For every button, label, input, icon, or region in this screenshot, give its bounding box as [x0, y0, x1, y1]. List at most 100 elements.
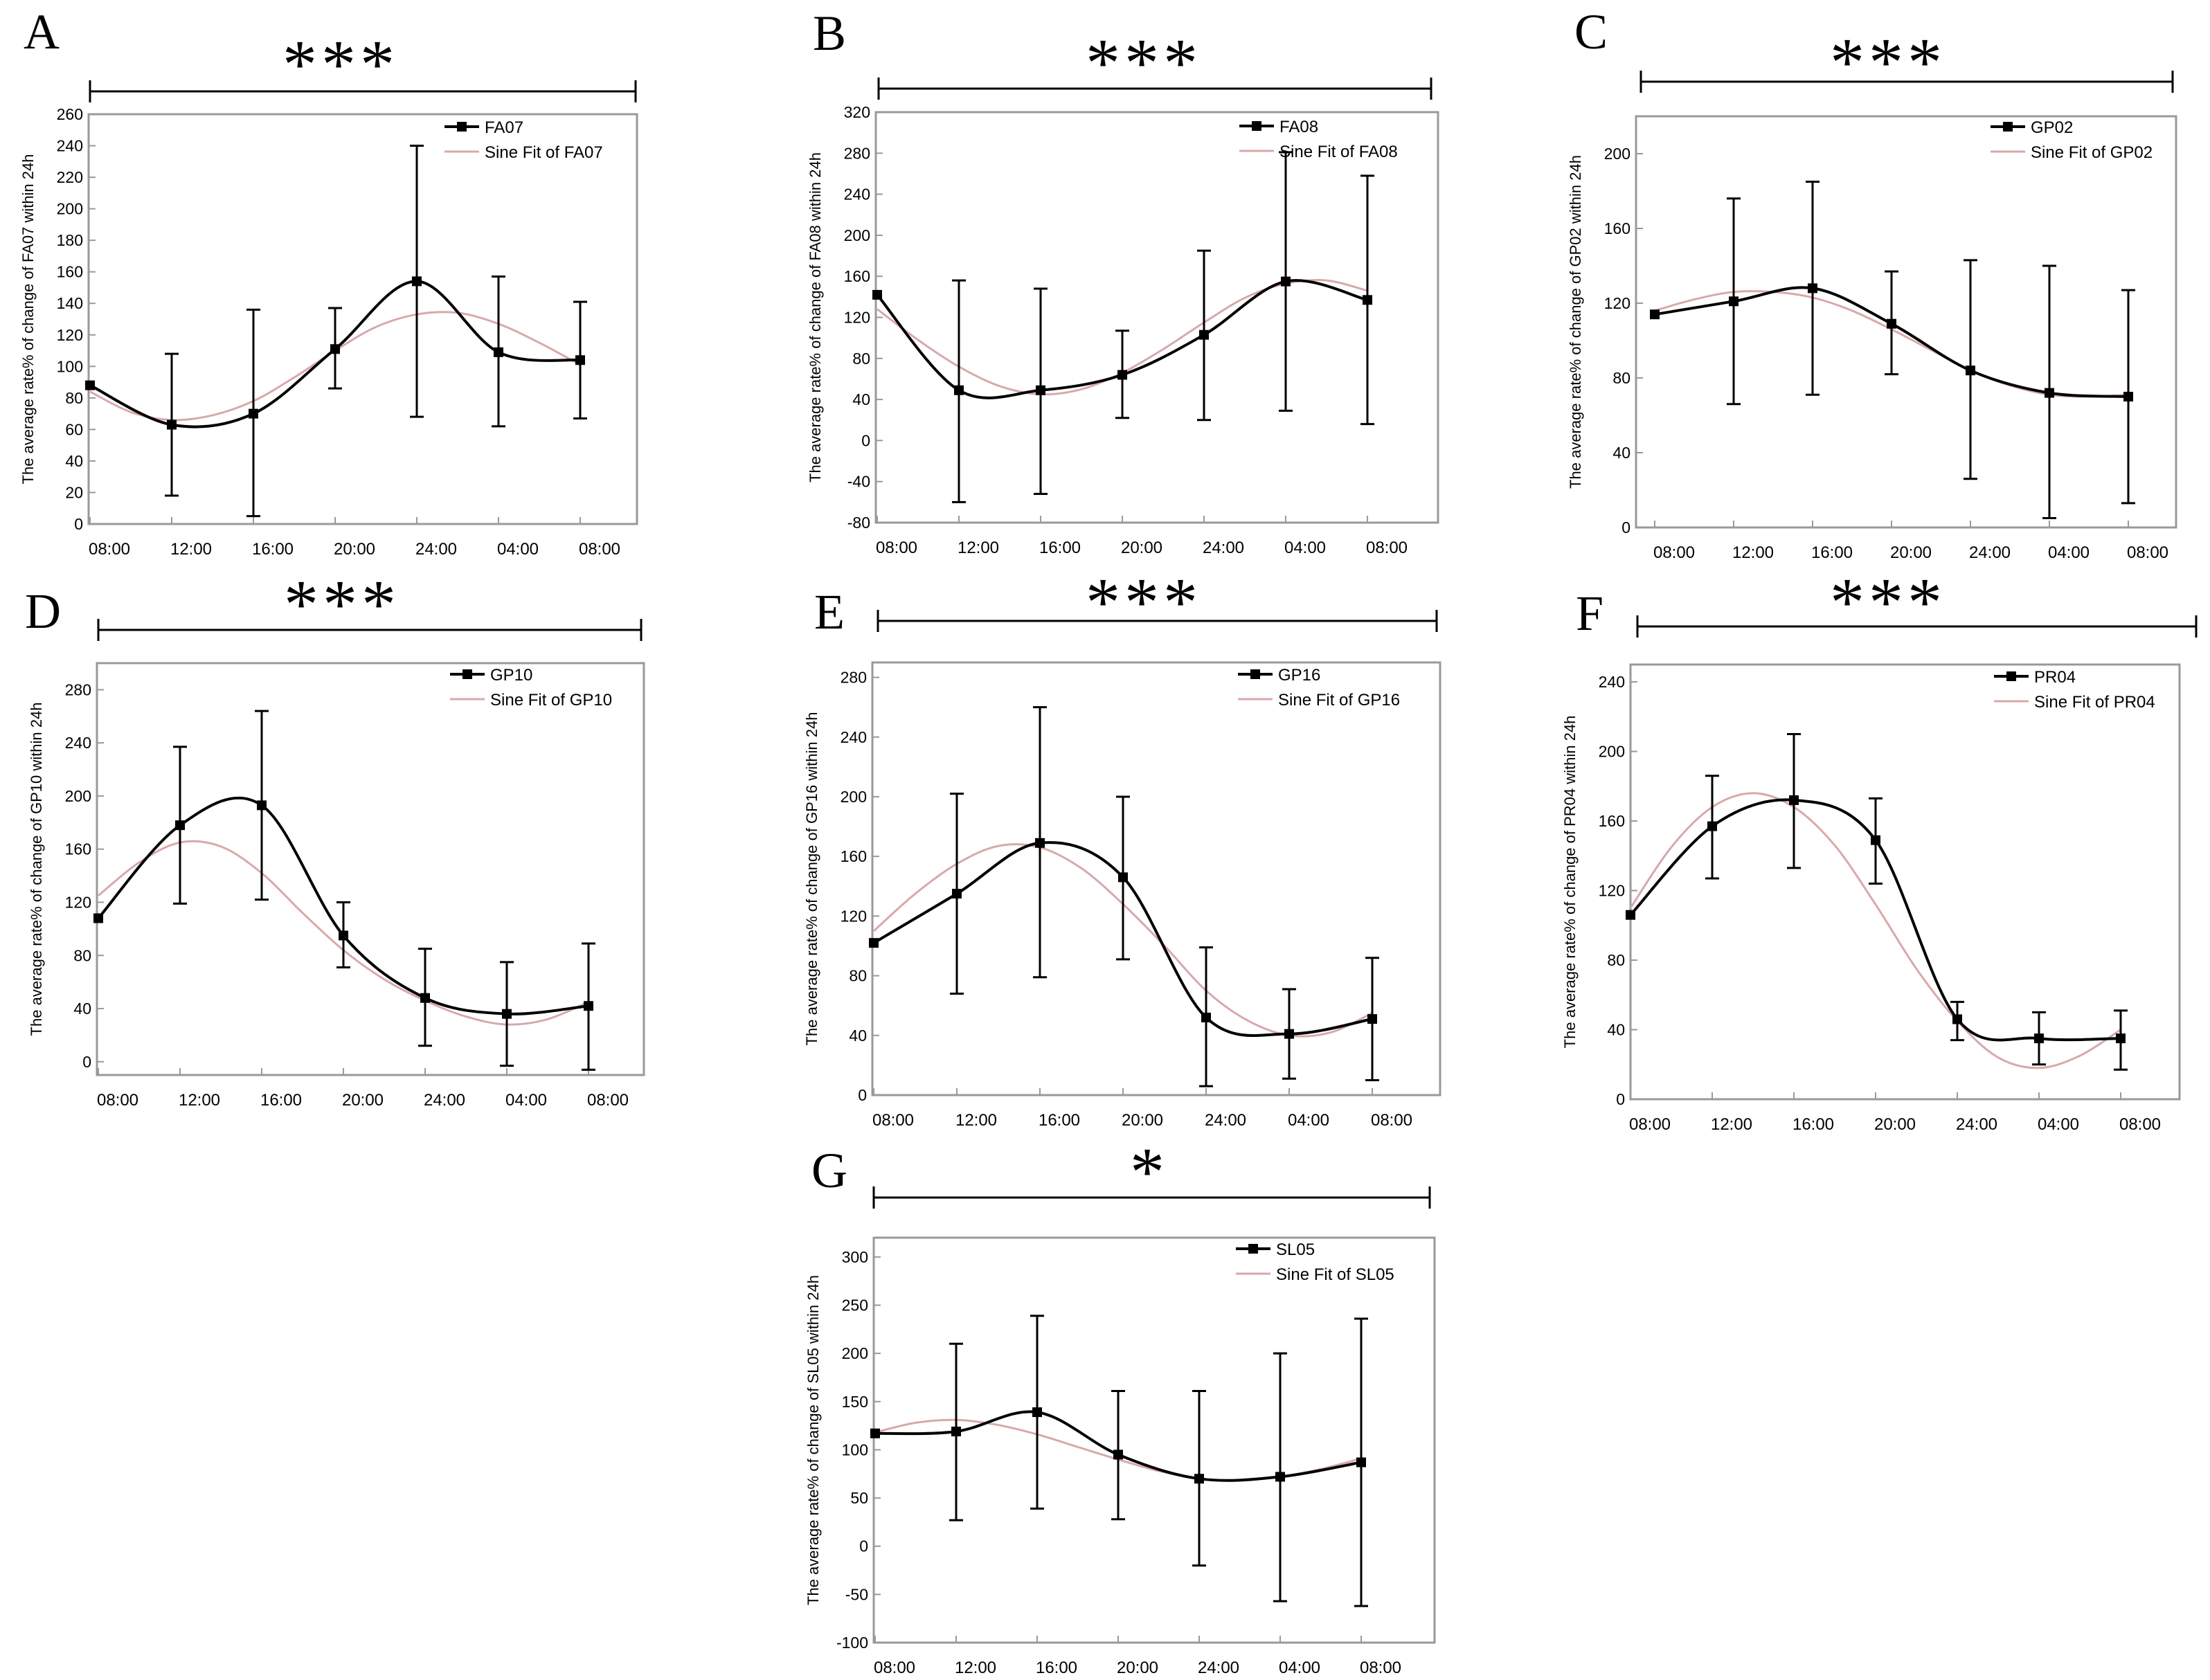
- data-point: [1356, 1457, 1366, 1467]
- panel-letter: D: [25, 584, 61, 639]
- x-tick-label: 12:00: [955, 1659, 996, 1677]
- x-tick-label: 16:00: [1036, 1659, 1077, 1677]
- x-tick-label: 20:00: [1874, 1115, 1916, 1134]
- x-tick-label: 16:00: [1039, 1111, 1080, 1130]
- y-tick-label: 0: [74, 515, 83, 533]
- y-tick-label: 160: [65, 840, 91, 858]
- data-point: [420, 993, 430, 1003]
- legend-data-marker: [457, 122, 467, 132]
- y-axis-label: The average rate% of change of GP16 with…: [803, 712, 820, 1046]
- x-tick-label: 08:00: [579, 540, 620, 559]
- data-point: [1284, 1029, 1294, 1039]
- y-tick-label: 240: [1599, 673, 1625, 691]
- y-tick-label: 200: [65, 787, 91, 805]
- y-tick-label: 160: [57, 263, 83, 281]
- panel-letter: F: [1576, 586, 1603, 641]
- x-tick-label: 08:00: [872, 1111, 914, 1130]
- y-tick-label: 160: [1599, 812, 1625, 830]
- y-tick-label: 120: [844, 309, 870, 327]
- data-point: [1194, 1474, 1204, 1484]
- plot-frame: [874, 111, 1439, 524]
- legend-fit-label: Sine Fit of GP02: [2031, 143, 2153, 162]
- x-tick-label: 08:00: [1653, 543, 1695, 562]
- data-point: [575, 355, 585, 365]
- y-tick-label: 280: [65, 680, 91, 698]
- significance-stars: *: [1130, 1133, 1169, 1210]
- data-point: [2123, 392, 2133, 401]
- x-tick-label: 08:00: [1360, 1659, 1401, 1677]
- y-axis-label: The average rate% of change of GP10 with…: [28, 703, 45, 1036]
- y-axis-label: The average rate% of change of FA07 with…: [19, 154, 37, 485]
- x-tick-label: 24:00: [1203, 539, 1244, 557]
- x-tick-label: 16:00: [1793, 1115, 1834, 1134]
- x-tick-label: 24:00: [415, 540, 457, 559]
- x-tick-label: 08:00: [97, 1091, 138, 1110]
- y-tick-label: 0: [861, 431, 870, 449]
- y-tick-label: 40: [849, 1027, 867, 1045]
- x-tick-label: 20:00: [334, 540, 375, 559]
- x-tick-label: 08:00: [2127, 543, 2168, 562]
- y-tick-label: 240: [65, 734, 91, 752]
- x-tick-label: 24:00: [1205, 1111, 1246, 1130]
- legend-fit-label: Sine Fit of FA07: [485, 143, 603, 162]
- x-tick-label: 04:00: [1279, 1659, 1320, 1677]
- y-tick-label: 260: [57, 105, 83, 123]
- y-tick-label: 120: [841, 907, 867, 925]
- data-point: [1707, 821, 1717, 831]
- legend-data-marker: [1250, 669, 1260, 679]
- x-tick-label: 08:00: [587, 1091, 629, 1110]
- x-tick-label: 20:00: [342, 1091, 384, 1110]
- data-point: [1789, 795, 1799, 805]
- y-tick-label: 80: [1607, 951, 1625, 969]
- y-tick-label: 150: [842, 1393, 868, 1411]
- data-point: [257, 800, 267, 811]
- y-tick-label: 0: [1616, 1090, 1625, 1108]
- x-tick-label: 08:00: [1371, 1111, 1412, 1130]
- chart-panel-f: F *** 0 40 80 120 160 200 240 08:00 12:00 16:00 20:0…: [1561, 563, 2198, 1134]
- data-point: [1113, 1449, 1123, 1460]
- panel-letter: G: [811, 1143, 847, 1198]
- data-point: [330, 344, 340, 354]
- y-axis-label: The average rate% of change of FA08 with…: [807, 152, 824, 482]
- x-tick-label: 12:00: [170, 540, 212, 559]
- y-tick-label: 220: [57, 168, 83, 186]
- x-tick-label: 12:00: [1711, 1115, 1752, 1134]
- y-tick-label: 80: [73, 946, 91, 964]
- x-tick-label: 24:00: [1198, 1659, 1239, 1677]
- data-point: [1626, 910, 1635, 920]
- y-tick-label: 40: [1607, 1021, 1625, 1039]
- x-tick-label: 04:00: [505, 1091, 547, 1110]
- data-point: [1199, 329, 1209, 340]
- y-axis-label: The average rate% of change of SL05 with…: [805, 1275, 822, 1605]
- plot-frame: [96, 662, 645, 1076]
- significance-stars: ***: [282, 26, 399, 102]
- y-tick-label: 40: [1612, 444, 1630, 462]
- data-point: [584, 1001, 593, 1011]
- y-tick-label: -100: [836, 1634, 868, 1652]
- x-tick-label: 04:00: [2048, 543, 2090, 562]
- x-tick-label: 08:00: [1629, 1115, 1671, 1134]
- data-point: [1275, 1472, 1285, 1482]
- legend-fit-label: Sine Fit of PR04: [2034, 693, 2155, 712]
- y-tick-label: 100: [842, 1440, 868, 1458]
- data-point: [951, 1426, 961, 1436]
- y-tick-label: 250: [842, 1297, 868, 1315]
- y-tick-label: 160: [841, 847, 867, 865]
- data-point: [1367, 1014, 1377, 1024]
- panel-letter: C: [1574, 4, 1608, 60]
- plot-frame: [87, 113, 638, 525]
- data-point: [1808, 283, 1817, 293]
- x-tick-label: 08:00: [89, 540, 130, 559]
- plot-frame: [871, 661, 1441, 1096]
- data-point: [249, 408, 258, 419]
- data-point: [2034, 1033, 2044, 1044]
- x-tick-label: 04:00: [1288, 1111, 1329, 1130]
- chart-panel-g: G * -100 -50 0 50 100 150 200 250 300 08:00 12:00 16:…: [805, 1133, 1436, 1677]
- y-tick-label: 320: [844, 103, 870, 121]
- y-tick-label: 0: [859, 1537, 868, 1555]
- data-point: [872, 289, 882, 300]
- data-point: [954, 385, 964, 395]
- y-tick-label: 120: [65, 893, 91, 911]
- x-tick-label: 12:00: [958, 539, 999, 557]
